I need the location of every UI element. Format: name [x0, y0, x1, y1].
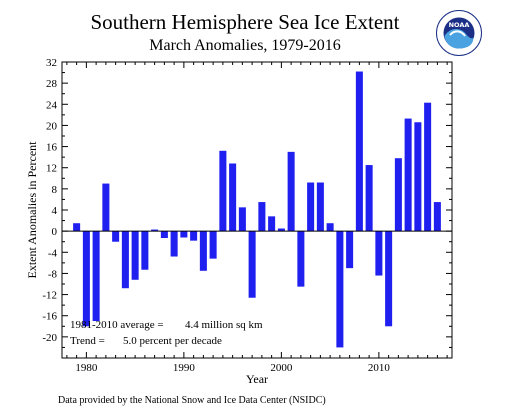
- bar-1989: [170, 231, 178, 257]
- y-tick-label: 0: [52, 226, 58, 238]
- bar-1996: [238, 207, 246, 232]
- bar-1979: [73, 223, 81, 232]
- bar-2011: [385, 231, 393, 327]
- bar-2015: [424, 102, 432, 232]
- annotation-trend-value: 5.0 percent per decade: [123, 335, 222, 347]
- x-tick-label: 1990: [173, 362, 196, 374]
- bar-2001: [287, 151, 295, 232]
- bar-1986: [141, 231, 149, 270]
- data-source-footer: Data provided by the National Snow and I…: [58, 395, 326, 406]
- bar-2002: [297, 231, 305, 287]
- bar-2012: [394, 158, 402, 232]
- y-tick-label: 16: [46, 142, 58, 154]
- bar-2013: [404, 118, 412, 232]
- chart-title: Southern Hemisphere Sea Ice Extent: [90, 10, 400, 34]
- y-tick-label: -20: [42, 332, 57, 344]
- bar-1987: [151, 229, 159, 232]
- bar-2010: [375, 231, 383, 276]
- y-tick-label: 24: [46, 99, 58, 111]
- bar-1988: [160, 231, 168, 239]
- bar-2003: [307, 182, 315, 232]
- x-tick-label: 1980: [75, 362, 98, 374]
- bar-1985: [131, 231, 139, 280]
- y-tick-label: 28: [46, 78, 58, 90]
- annotation-average-label: 1981-2010 average =: [70, 319, 164, 331]
- bar-1990: [180, 231, 188, 238]
- bar-2004: [316, 182, 324, 232]
- y-tick-label: -16: [42, 311, 57, 323]
- bar-1992: [199, 231, 207, 271]
- bar-2005: [326, 223, 334, 232]
- bar-1998: [258, 202, 266, 232]
- x-axis-label: Year: [246, 372, 268, 386]
- y-tick-label: -12: [42, 290, 57, 302]
- bar-1994: [219, 150, 227, 232]
- y-tick-label: 8: [52, 184, 58, 196]
- bar-1995: [229, 163, 237, 232]
- noaa-logo: NOAA: [436, 10, 482, 56]
- bar-2009: [365, 165, 373, 232]
- y-axis-label: Extent Anomalies in Percent: [25, 141, 39, 279]
- chart-subtitle: March Anomalies, 1979-2016: [149, 37, 341, 54]
- y-tick-label: 20: [46, 120, 58, 132]
- y-tick-label: 32: [46, 57, 57, 69]
- y-tick-label: 4: [52, 205, 58, 217]
- bar-1999: [268, 216, 276, 232]
- bar-2008: [355, 71, 363, 232]
- bar-1983: [112, 231, 120, 242]
- bar-1993: [209, 231, 217, 259]
- y-tick-label: 12: [46, 163, 57, 175]
- plot-frame: [61, 61, 453, 359]
- bar-2000: [277, 228, 285, 232]
- bar-2006: [336, 231, 344, 348]
- y-tick-label: -8: [48, 268, 58, 280]
- bar-1997: [248, 231, 256, 298]
- bar-1982: [102, 183, 110, 232]
- y-tick-label: -4: [48, 247, 58, 259]
- svg-text:NOAA: NOAA: [449, 21, 470, 29]
- x-tick-label: 2000: [270, 362, 293, 374]
- bar-2016: [433, 202, 441, 232]
- annotation-trend-label: Trend =: [70, 335, 105, 347]
- bar-2007: [346, 231, 354, 269]
- bar-1981: [92, 231, 100, 321]
- bar-1984: [121, 231, 129, 289]
- bar-1980: [82, 231, 90, 327]
- x-tick-label: 2010: [368, 362, 391, 374]
- bar-1991: [190, 231, 198, 241]
- bar-2014: [414, 122, 422, 232]
- annotation-average-value: 4.4 million sq km: [185, 319, 263, 331]
